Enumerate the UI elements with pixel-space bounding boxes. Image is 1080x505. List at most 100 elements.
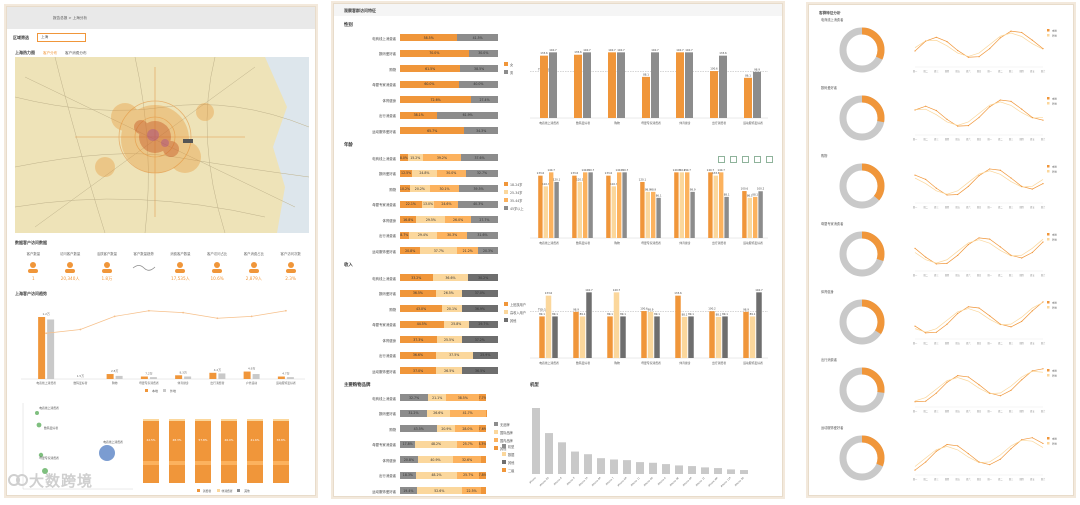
stacked-segment: 29.5% [416, 216, 446, 223]
stacked-row[interactable]: 8.0% 15.2% 39.2% 37.6% [400, 154, 498, 161]
stacked-row[interactable]: 20.8% 40.9% 32.6% [400, 456, 486, 463]
stacked-row[interactable]: 58.5% 41.5% [400, 34, 498, 41]
stacked-row[interactable]: 32.7%21.1%38.5%7.7% [400, 394, 486, 401]
breadcrumb[interactable]: 报告总报 > 上海分析 [53, 16, 88, 20]
trend-point [946, 323, 948, 325]
trend-x-tick: 周一 [987, 341, 992, 345]
model-bar [597, 458, 605, 474]
stacked-row[interactable]: 37.3% 25.5% 37.2% [400, 336, 498, 343]
zoom-icon[interactable] [766, 156, 773, 163]
trend-point [946, 262, 948, 265]
icon-body [65, 269, 76, 273]
stacked-row[interactable]: 17.8%48.2%25.7%8.3% [400, 440, 486, 448]
stacked-row[interactable]: 43.5%20.9%28.0%7.6% [400, 425, 486, 432]
group-icon [162, 260, 199, 274]
bar-category-label: 运动服饰爱好者 [743, 121, 763, 125]
map-tab-consumption[interactable]: 客户消费分布 [65, 51, 87, 55]
stacked-row[interactable]: 65.7% 34.3% [400, 127, 498, 134]
stacked-bar-value: 42.5% [147, 438, 156, 442]
trend-point [1010, 448, 1012, 450]
trend-point [978, 461, 980, 463]
trend-x-tick: 周三 [1009, 341, 1014, 345]
model-bar [675, 465, 683, 474]
stacked-row[interactable]: 19.4% 52.6% 22.5% [400, 487, 486, 494]
legend-swatch [494, 422, 498, 426]
trend-x-tick: 周四 [1019, 69, 1023, 73]
bar-value-label: 88.1 [682, 312, 688, 316]
stacked-row[interactable]: 37.0% 26.5% 36.5% [400, 367, 498, 374]
stacked-row[interactable]: 44.5% 25.8% 29.7% [400, 320, 498, 328]
download-icon[interactable] [730, 156, 737, 163]
trend-point [1021, 320, 1023, 323]
bar [743, 311, 749, 358]
stacked-row[interactable]: 12.5% 24.8% 30.0% 32.7% [400, 169, 498, 177]
bar-value-label: 133.6 [605, 171, 613, 175]
stacked-row[interactable]: 61.5% 38.5% [400, 65, 498, 72]
stacked-segment: 36.6% [400, 351, 436, 359]
stacked-row[interactable]: 60.0% 40.0% [400, 80, 498, 88]
stacked-segment: 30.0% [436, 169, 466, 177]
stacked-bar-primary [143, 419, 159, 483]
bar-value-label: 100.6 [741, 187, 749, 191]
table-icon[interactable] [742, 156, 749, 163]
stacked-row[interactable]: 36.5% 26.5% 37.0% [400, 289, 498, 297]
map-tab-customers[interactable]: 客户分布 [43, 51, 58, 55]
trend-series-local [914, 237, 1044, 265]
stacked-row[interactable]: 22.1% 13.0% 24.6% 40.3% [400, 200, 498, 208]
bar-category-label: 电商线上消费者 [539, 241, 559, 245]
bar [758, 191, 763, 238]
stacked-row[interactable]: 20.8% 37.7% 21.2% 20.3% [400, 247, 498, 254]
stacked-row[interactable]: 16.8% 29.5% 26.0% 27.7% [400, 216, 498, 223]
stacked-row[interactable]: 10.2% 20.2% 30.1% 39.5% [400, 185, 498, 192]
combo-category-label: 运动服饰爱好者 [276, 381, 296, 385]
chart-type-icon[interactable] [754, 156, 761, 163]
stacked-row[interactable]: 72.6% 27.4% [400, 96, 498, 103]
tgi-label: TGI:100 [537, 307, 550, 311]
bubble [36, 422, 42, 428]
row-label: 购物 [389, 67, 396, 72]
stacked-row[interactable]: 70.0% 30.0% [400, 49, 498, 57]
bar-category-label: 母婴专家消费者 [641, 241, 661, 245]
bar-value-label: 140.7 [621, 168, 629, 172]
kpi-label: 访问客户数量 [59, 252, 81, 256]
bar-value-label: 110.7 [610, 182, 618, 186]
trend-x-tick: 周日 [977, 341, 981, 345]
trend-point [1031, 116, 1033, 119]
logo-icon [8, 474, 28, 486]
region-filter-input[interactable]: 上海 [37, 33, 86, 42]
bar [588, 172, 593, 238]
bar [656, 197, 661, 238]
stacked-row[interactable]: 8.7% 29.4% 30.3% 31.6% [400, 231, 498, 239]
kpi-card: 客户消费占比 2,879人 [236, 251, 273, 285]
stacked-row[interactable]: 33.2% 36.6% 30.2% [400, 274, 498, 281]
legend-swatch [502, 444, 506, 448]
trend-x-tick: 周三 [934, 341, 939, 345]
stacked-row[interactable]: 18.3%48.2%25.7%7.8% [400, 471, 486, 479]
combo-bar-label: 1.5万 [77, 374, 84, 378]
donut-chart [839, 163, 885, 209]
bar-value-label: 133.6 [537, 171, 545, 175]
trend-series-local [914, 168, 1044, 196]
bar-value-label: 98.9 [648, 307, 654, 311]
trend-point [967, 243, 969, 246]
stacked-segment: 12.5% [400, 169, 413, 177]
stacked-row[interactable]: 36.6% 37.5% 25.9% [400, 351, 498, 359]
stacked-segment: 21.1% [428, 394, 447, 401]
legend-swatch-remote [1047, 374, 1050, 377]
refresh-icon[interactable] [718, 156, 725, 163]
trend-series-local [914, 437, 1044, 471]
stacked-row[interactable]: 31.2% 26.6% 41.7% [400, 409, 486, 417]
person-icon [89, 260, 126, 274]
trend-x-tick: 周六 [966, 205, 971, 209]
trend-point [1031, 370, 1033, 372]
trend-x-tick: 周二 [923, 69, 928, 73]
bar-value-label: 98.9 [690, 187, 696, 191]
heat-map[interactable] [15, 57, 309, 233]
row-label: 母婴专家消费者 [372, 203, 396, 207]
stacked-row[interactable]: 43.0% 20.1% 36.9% [400, 305, 498, 312]
stacked-row[interactable]: 38.1% 61.9% [400, 111, 498, 119]
bar-category-label: 母婴专家消费者 [641, 121, 661, 125]
